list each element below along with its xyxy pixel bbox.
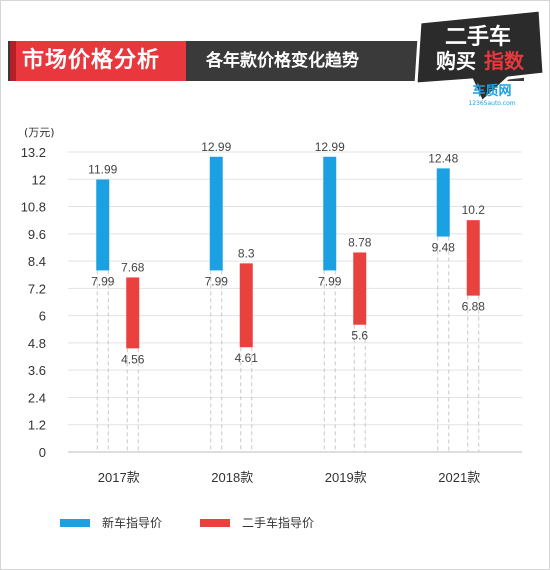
x-category-label: 2018款 — [211, 470, 253, 485]
x-category-label: 2019款 — [325, 470, 367, 485]
bar-high-label: 12.48 — [428, 151, 458, 165]
y-tick-label: 3.6 — [28, 363, 46, 378]
brand-logo: 二手车 购买 指数 车质网 12365auto.com — [414, 8, 546, 107]
bar-low-label: 4.56 — [121, 352, 145, 366]
legend: 新车指导价 二手车指导价 — [60, 515, 314, 530]
new-car-bar — [323, 156, 337, 271]
header-title-box — [10, 41, 186, 81]
new-car-bar-legend-swatch — [60, 519, 90, 527]
y-tick-label: 12 — [32, 172, 46, 187]
x-axis-categories: 2017款 2018款 2019款 2021款 — [98, 470, 480, 485]
x-category-label: 2021款 — [438, 470, 480, 485]
logo-badge — [414, 8, 546, 105]
y-axis-ticks: 0 1.2 2.4 3.6 4.8 6 7.2 8.4 9.6 10.8 12 13.2 — [21, 145, 46, 460]
bars — [96, 156, 480, 349]
bar-high-label: 11.99 — [88, 163, 117, 177]
bar-low-label: 4.61 — [235, 351, 259, 365]
y-tick-label: 1.2 — [28, 418, 46, 433]
y-tick-label: 4.8 — [28, 336, 46, 351]
logo-line2b: 指数 — [484, 49, 525, 73]
logo-site: 12365auto.com — [468, 100, 515, 107]
bar-low-label: 5.6 — [351, 329, 368, 343]
y-tick-label: 10.8 — [21, 200, 46, 215]
bar-high-label: 12.99 — [201, 140, 231, 154]
y-tick-label: 13.2 — [21, 145, 46, 160]
bar-high-label: 10.2 — [462, 203, 486, 217]
bar-low-label: 9.48 — [432, 241, 456, 255]
page-title: 市场价格分析 — [22, 48, 161, 73]
y-tick-label: 9.6 — [28, 227, 46, 242]
logo-line1: 二手车 — [445, 24, 511, 50]
y-tick-label: 2.4 — [28, 390, 46, 405]
used-car-bar — [239, 263, 253, 348]
bar-low-label: 7.99 — [318, 274, 342, 288]
y-axis-unit: (万元) — [24, 126, 55, 139]
bar-high-label: 7.68 — [121, 260, 145, 274]
bar-high-label: 12.99 — [315, 140, 345, 154]
logo-brand: 车质网 — [472, 83, 511, 99]
bar-low-label: 7.99 — [91, 274, 115, 288]
logo-line2a: 购买 — [436, 49, 476, 73]
page-subtitle: 各年款价格变化趋势 — [206, 51, 359, 71]
legend-label: 二手车指导价 — [242, 515, 314, 530]
new-car-bar — [209, 156, 223, 271]
bar-low-label: 7.99 — [205, 274, 229, 288]
gridlines — [68, 151, 522, 453]
y-tick-label: 7.2 — [28, 281, 46, 296]
y-tick-label: 8.4 — [28, 254, 46, 269]
new-car-bar — [436, 168, 450, 237]
y-tick-label: 6 — [39, 309, 46, 324]
x-category-label: 2017款 — [98, 470, 140, 485]
used-car-bar-legend-swatch — [200, 519, 230, 527]
bar-high-label: 8.3 — [238, 246, 255, 260]
bar-low-label: 6.88 — [462, 300, 486, 314]
used-car-bar — [353, 252, 367, 325]
bar-high-label: 8.78 — [348, 235, 372, 249]
legend-label: 新车指导价 — [102, 515, 162, 530]
new-car-bar — [96, 179, 110, 271]
used-car-bar — [466, 220, 480, 296]
y-tick-label: 0 — [39, 445, 46, 460]
guide-lines — [96, 236, 480, 452]
used-car-bar — [126, 277, 140, 349]
data-labels: 11.99 7.99 7.68 4.56 12.99 7.99 8.3 4.61 12.99 7.… — [88, 140, 485, 367]
